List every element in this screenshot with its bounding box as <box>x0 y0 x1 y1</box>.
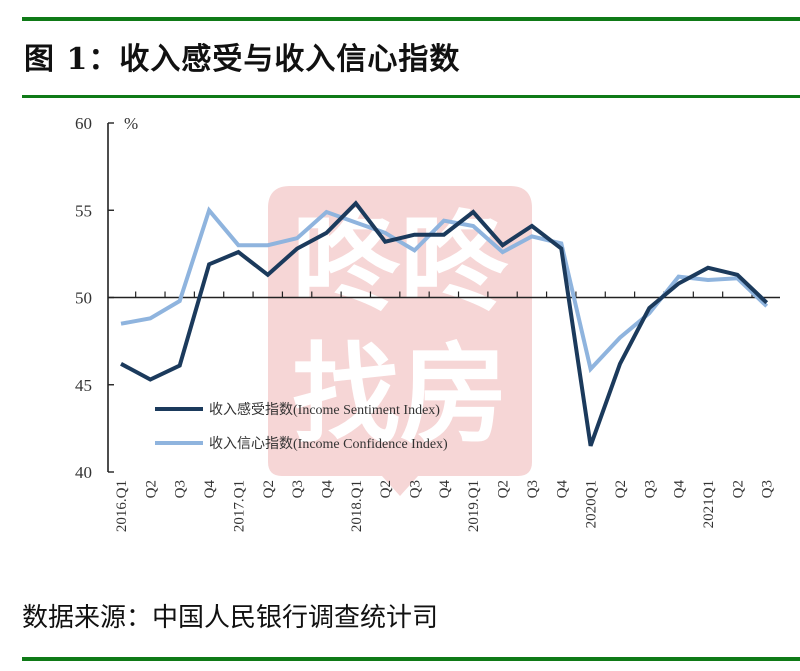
chart-legend: 收入感受指数(Income Sentiment Index) 收入信心指数(Inc… <box>155 401 448 452</box>
y-tick-label: 45 <box>75 376 92 395</box>
x-tick-label: Q2 <box>496 480 512 498</box>
x-tick-label: Q3 <box>642 480 658 498</box>
x-tick-label: Q2 <box>143 480 159 498</box>
x-tick-label: 2018.Q1 <box>349 480 365 532</box>
x-tick-label: Q3 <box>173 480 189 498</box>
y-unit-label: % <box>124 114 138 133</box>
chart-axes: 40 45 50 55 60 % 2016.Q1 Q2 Q3 Q4 2017.Q1 Q2 Q3 Q4 201… <box>75 114 780 532</box>
x-tick-label: Q4 <box>319 480 335 499</box>
chart-series <box>120 200 769 447</box>
x-tick-label: Q4 <box>554 480 570 499</box>
legend-item-confidence: 收入信心指数(Income Confidence Index) <box>155 436 448 452</box>
title-underline-rule <box>22 95 800 98</box>
x-tick-label: 2017.Q1 <box>231 480 247 532</box>
x-tick-label: Q3 <box>525 480 541 498</box>
legend-label: 收入感受指数(Income Sentiment Index) <box>209 401 440 418</box>
watermark-text-line2: 找房 <box>292 333 508 458</box>
y-tick-label: 50 <box>75 289 92 308</box>
x-tick-label: 2019.Q1 <box>466 480 482 532</box>
x-tick-label: Q4 <box>672 480 688 499</box>
x-tick-label: 2016.Q1 <box>114 480 130 532</box>
x-tick-label: Q2 <box>730 480 746 498</box>
legend-label: 收入信心指数(Income Confidence Index) <box>209 436 448 452</box>
x-tick-label: Q2 <box>613 480 629 498</box>
figure-title: 图 1：收入感受与收入信心指数 <box>24 42 461 77</box>
x-tick-label: Q2 <box>378 480 394 498</box>
watermark-pin-shape <box>268 186 532 496</box>
x-tick-label: Q4 <box>437 480 453 499</box>
legend-item-sentiment: 收入感受指数(Income Sentiment Index) <box>155 401 440 418</box>
x-tick-label: 2020Q1 <box>584 480 600 528</box>
y-tick-label: 60 <box>75 114 92 133</box>
x-tick-label: Q3 <box>408 480 424 498</box>
watermark-text-line1: 咚咚 <box>292 201 509 326</box>
y-tick-label: 40 <box>75 463 92 482</box>
x-tick-label: Q3 <box>760 480 776 498</box>
top-rule <box>22 17 800 21</box>
x-tick-label: Q2 <box>261 480 277 498</box>
sentiment-index-line <box>120 200 769 447</box>
bottom-rule <box>22 657 800 661</box>
y-tick-label: 55 <box>75 201 92 220</box>
x-tick-label: 2021Q1 <box>701 480 717 528</box>
x-tick-label: Q3 <box>290 480 306 498</box>
data-source-note: 数据来源：中国人民银行调查统计司 <box>22 603 439 633</box>
x-tick-label: Q4 <box>202 480 218 499</box>
